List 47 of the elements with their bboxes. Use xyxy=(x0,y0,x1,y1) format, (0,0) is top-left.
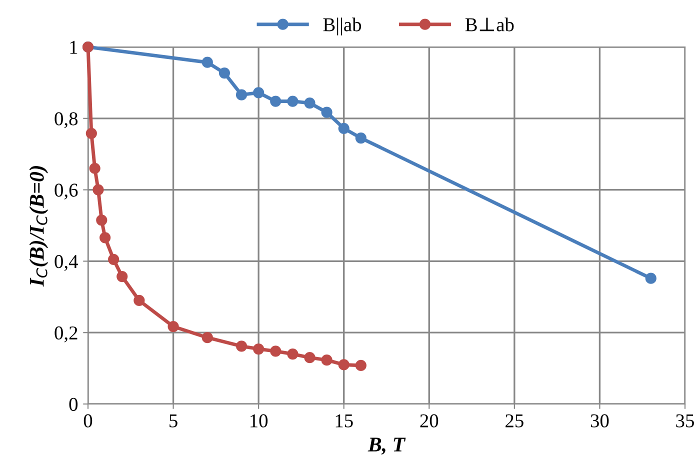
point xyxy=(321,354,332,366)
x-tick-label: 10 xyxy=(250,414,268,428)
point xyxy=(116,270,128,282)
x-tick-label: 35 xyxy=(676,414,694,428)
point xyxy=(338,359,350,370)
point xyxy=(89,162,100,174)
y-axis-title: I$_{C}$(B)/I$_{C}$(B=0) xyxy=(29,166,48,287)
legend-label: B||ab xyxy=(323,18,362,36)
point xyxy=(645,272,656,284)
point xyxy=(86,128,97,139)
point xyxy=(287,96,298,107)
point xyxy=(108,254,120,265)
point xyxy=(96,214,108,226)
x-tick-label: 15 xyxy=(336,414,353,428)
x-tick-label: 30 xyxy=(590,414,609,428)
point xyxy=(287,348,298,360)
x-tick-label: 0 xyxy=(84,414,92,428)
y-tick-label: 0,2 xyxy=(54,326,78,342)
legend-label: B⊥ab xyxy=(465,18,514,32)
point xyxy=(253,343,264,355)
point xyxy=(270,96,282,107)
point xyxy=(355,360,366,371)
x-tick-label: 20 xyxy=(420,414,438,428)
point xyxy=(355,132,366,144)
point xyxy=(321,106,332,118)
point xyxy=(134,294,145,306)
point xyxy=(253,87,264,98)
point xyxy=(236,340,248,352)
point xyxy=(100,232,111,244)
point xyxy=(304,97,316,109)
point xyxy=(236,89,248,100)
point xyxy=(202,56,213,68)
y-tick-label: 0,6 xyxy=(54,184,78,200)
point xyxy=(202,332,213,344)
y-tick-label: 0,8 xyxy=(54,112,78,128)
x-tick-label: 5 xyxy=(170,414,178,428)
point xyxy=(218,68,230,79)
point xyxy=(92,184,104,196)
y-tick-label: 0,4 xyxy=(54,255,78,271)
point xyxy=(304,352,316,364)
x-axis-title: B, T xyxy=(368,438,406,455)
y-tick-label: 1 xyxy=(70,40,78,54)
point xyxy=(270,346,282,357)
point xyxy=(168,320,179,332)
point xyxy=(338,122,350,134)
y-tick-label: 0 xyxy=(69,398,78,411)
x-tick-label: 25 xyxy=(506,414,524,428)
